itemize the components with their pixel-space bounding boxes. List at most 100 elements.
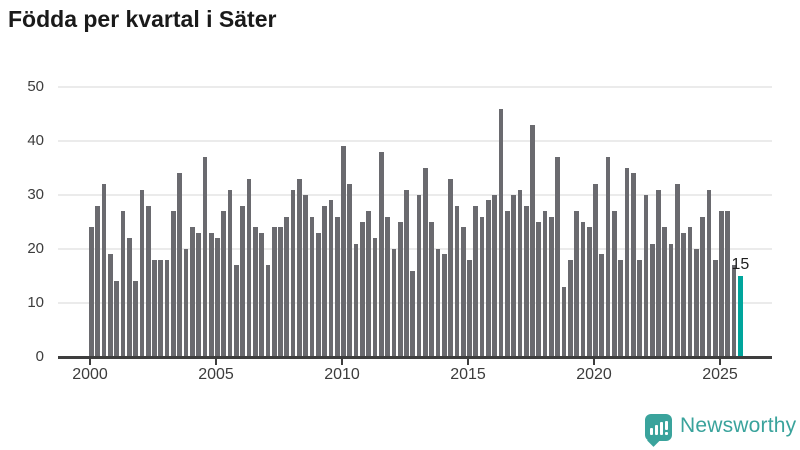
- bar: [693, 249, 699, 357]
- bar: [108, 254, 113, 357]
- bar: [542, 211, 548, 357]
- bar: [145, 205, 151, 357]
- bar: [662, 227, 668, 357]
- bar: [290, 189, 296, 357]
- logo-bar-3: [660, 422, 663, 435]
- x-axis-label: 2020: [576, 366, 612, 383]
- bar: [712, 259, 718, 357]
- bar: [164, 259, 170, 357]
- bar: [423, 168, 428, 357]
- logo-exclamation-dot: [665, 432, 668, 435]
- bar: [227, 189, 233, 357]
- bar: [360, 222, 365, 357]
- logo-bar-2: [655, 425, 658, 435]
- bar: [95, 205, 101, 357]
- x-axis-line: [58, 356, 772, 359]
- bar: [700, 216, 705, 357]
- bar: [341, 146, 346, 357]
- bar: [315, 232, 321, 357]
- bar: [378, 151, 384, 357]
- bar: [517, 189, 523, 357]
- bar: [725, 211, 731, 357]
- y-axis-label: 20: [27, 240, 44, 257]
- bar: [492, 195, 498, 357]
- y-axis-label: 50: [27, 78, 44, 95]
- y-axis-label: 0: [35, 348, 44, 365]
- gridline-30: [58, 194, 772, 196]
- bar: [158, 259, 164, 357]
- bar: [334, 216, 340, 357]
- bar: [467, 259, 472, 357]
- bar: [221, 211, 227, 357]
- bar: [372, 238, 378, 357]
- bar: [473, 205, 479, 357]
- bar: [448, 178, 453, 357]
- bar: [656, 189, 661, 357]
- logo-speech-tail: [647, 434, 660, 447]
- x-axis-label: 2025: [702, 366, 738, 383]
- gridline-20: [58, 248, 772, 250]
- bar: [435, 249, 441, 357]
- bar: [706, 189, 712, 357]
- bar: [347, 184, 353, 357]
- bar: [259, 232, 264, 357]
- bar: [309, 216, 315, 357]
- bar: [675, 184, 680, 357]
- bar: [479, 216, 485, 357]
- highlighted-bar: [738, 276, 743, 357]
- bar: [567, 259, 573, 357]
- bar: [643, 195, 649, 357]
- bar: [284, 216, 290, 357]
- gridline-40: [58, 140, 772, 142]
- bar: [297, 178, 302, 357]
- bar: [404, 189, 409, 357]
- bar: [549, 216, 554, 357]
- bar: [196, 232, 201, 357]
- bar: [101, 184, 107, 357]
- x-axis-tick: [215, 358, 217, 365]
- bar: [630, 173, 636, 357]
- bar: [328, 200, 334, 357]
- bar: [486, 200, 491, 357]
- logo-bar-1: [650, 428, 653, 435]
- bar: [429, 222, 435, 357]
- newsworthy-logo-text: Newsworthy: [680, 414, 797, 437]
- bar: [120, 211, 126, 357]
- bar: [731, 265, 737, 357]
- bar: [498, 108, 504, 357]
- bar: [593, 184, 598, 357]
- x-axis-label: 2015: [450, 366, 486, 383]
- bar: [171, 211, 176, 357]
- bar: [668, 243, 674, 357]
- bar: [271, 227, 277, 357]
- bar: [89, 227, 94, 357]
- bar: [624, 168, 630, 357]
- bar: [152, 259, 157, 357]
- bar: [580, 222, 586, 357]
- bar: [605, 157, 611, 357]
- bar: [460, 227, 466, 357]
- x-axis-tick: [341, 358, 343, 365]
- bar: [574, 211, 579, 357]
- bar: [133, 281, 138, 357]
- bar: [215, 238, 220, 357]
- bar: [126, 238, 132, 357]
- bar: [719, 211, 724, 357]
- bar: [265, 265, 271, 357]
- bar: [208, 232, 214, 357]
- bar: [441, 254, 447, 357]
- logo-exclamation-bar: [665, 421, 668, 430]
- bar: [252, 227, 258, 357]
- bar: [114, 281, 120, 357]
- bar: [366, 211, 372, 357]
- bar: [391, 249, 397, 357]
- bar: [240, 205, 246, 357]
- bar: [177, 173, 183, 357]
- bar: [246, 178, 252, 357]
- x-axis-tick: [593, 358, 595, 365]
- bar: [234, 265, 239, 357]
- bar: [618, 259, 624, 357]
- bar: [612, 211, 617, 357]
- y-axis-label: 40: [27, 132, 44, 149]
- y-axis-label: 30: [27, 186, 44, 203]
